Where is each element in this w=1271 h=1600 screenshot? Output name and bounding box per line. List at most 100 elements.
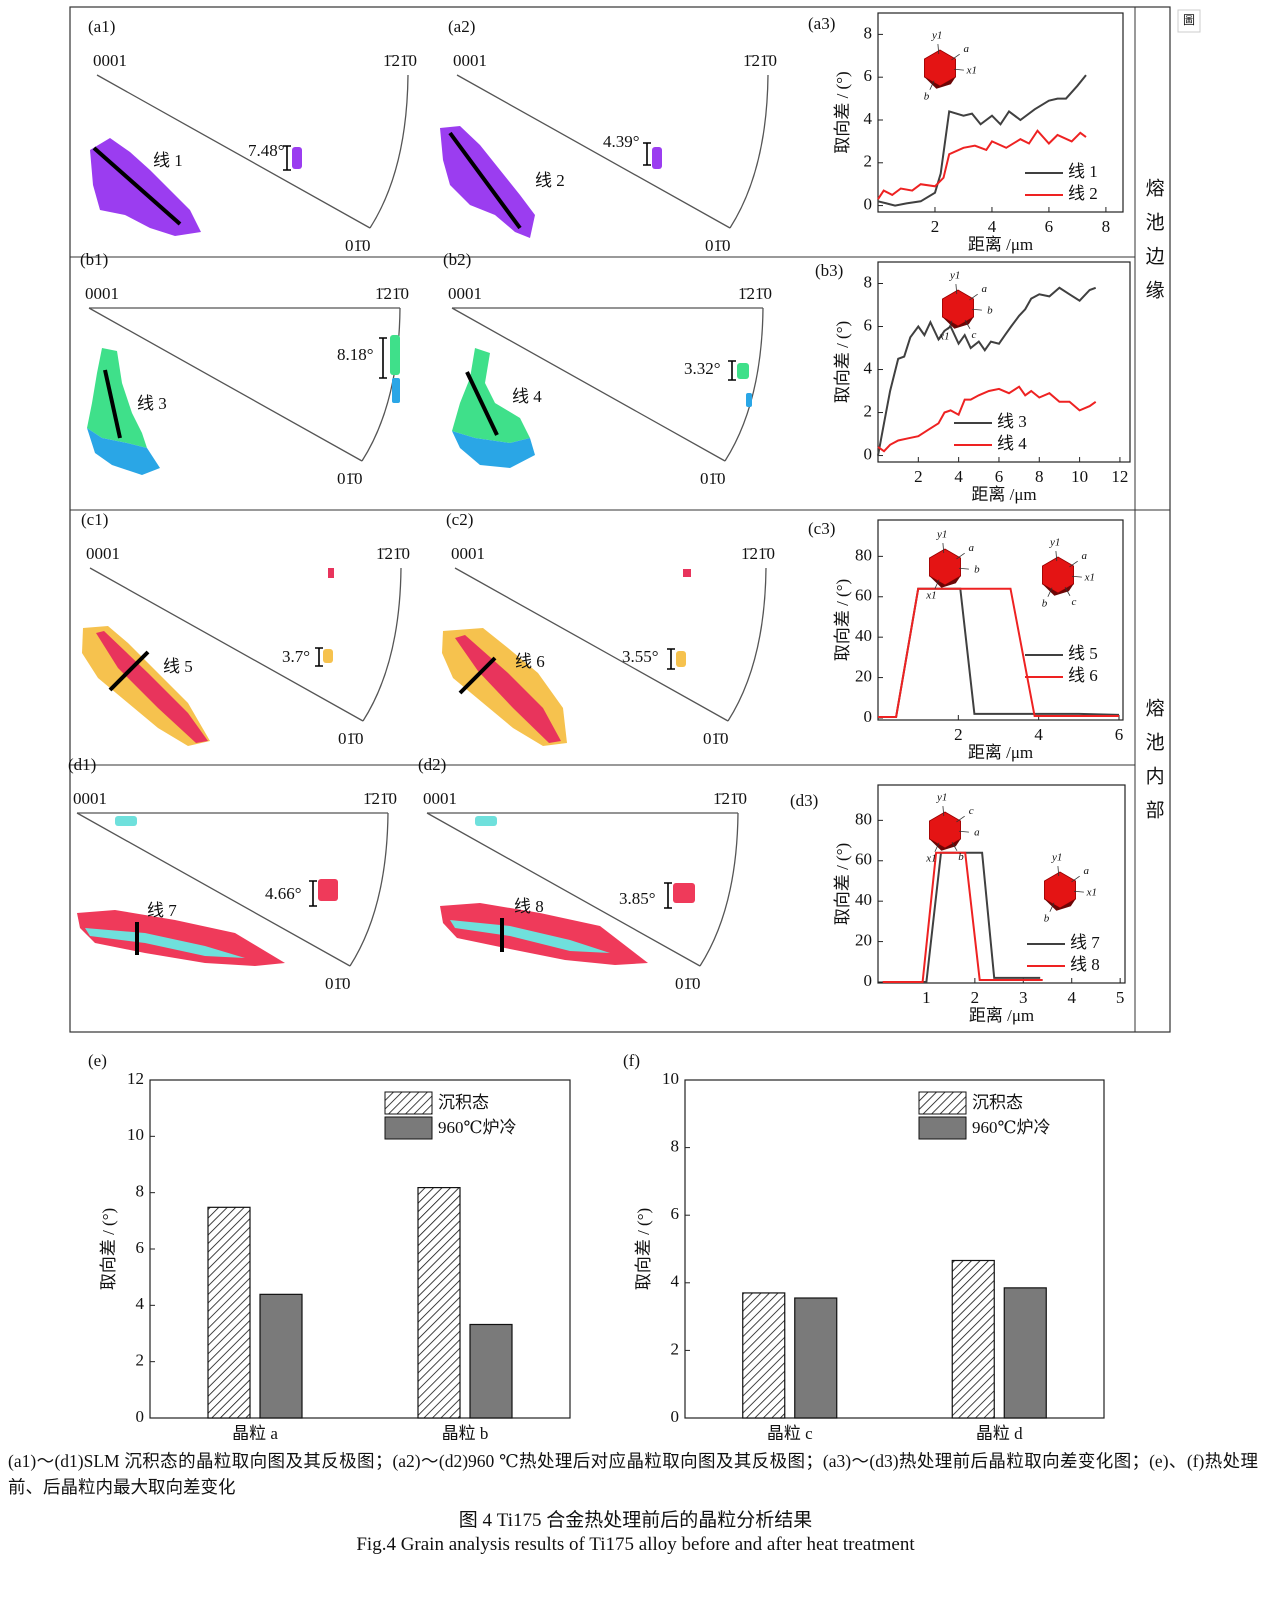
ipf-edge (456, 74, 731, 229)
bar (951, 1259, 995, 1419)
x-tick-label: 6 (1045, 217, 1054, 236)
legend-swatch (918, 1091, 967, 1115)
icon: 圖 (1183, 13, 1195, 27)
ipf-arc (349, 812, 389, 967)
crystal-side (924, 77, 956, 89)
legend-label: 线 6 (1068, 666, 1098, 685)
y-tick-label: 2 (671, 1339, 680, 1358)
x-tick-label: 4 (988, 217, 997, 236)
bar (469, 1323, 513, 1419)
crystal-axis (951, 53, 960, 61)
panel-label: (c3) (808, 519, 835, 538)
crystal-axis-label: x1 (925, 853, 936, 865)
pole-label: 01̄0 (338, 729, 364, 748)
crystal-axis-label: y1 (949, 270, 960, 282)
angle-bar (664, 882, 672, 909)
grain-small (676, 651, 686, 667)
crystal-axis (929, 80, 935, 90)
bar (259, 1293, 303, 1419)
crystal-axis-label: b (987, 304, 993, 316)
panel-label: (e) (88, 1051, 107, 1070)
ipf-panel: (a2) 0001 1̄21̄0 01̄0 线 2 4.39° (440, 17, 777, 255)
crystal-axis (937, 44, 940, 55)
grain-small (746, 393, 752, 407)
grain-small (652, 147, 662, 169)
y-tick-label: 40 (855, 890, 872, 909)
crystal-axis (953, 68, 964, 71)
pole-label: 1̄21̄0 (741, 544, 775, 563)
y-tick-label: 20 (855, 930, 872, 949)
crystal-axis (1071, 575, 1082, 578)
icon-box (1177, 9, 1201, 33)
figure-title-en: Fig.4 Grain analysis results of Ti175 al… (356, 1534, 915, 1555)
pole-label: 01̄0 (675, 974, 701, 993)
pole-label: 1̄21̄0 (738, 284, 772, 303)
legend-label: 960℃炉冷 (438, 1118, 517, 1137)
line-label: 线 4 (512, 387, 542, 406)
line-label: 线 1 (153, 151, 183, 170)
y-axis-label: 取向差 / (°) (99, 1208, 118, 1290)
x-tick-label: 4 (954, 467, 963, 486)
crystal-axis (947, 320, 953, 330)
y-tick-label: 8 (671, 1137, 680, 1156)
crystal-axis (1049, 902, 1055, 912)
ipf-panel: (b1) 0001 1̄21̄0 01̄0 线 3 8.18° (80, 250, 409, 488)
legend-label: 沉积态 (972, 1093, 1023, 1112)
ipf-panel: (a1) 0001 1̄21̄0 01̄0 线 1 7.48° (88, 17, 417, 255)
legend-label: 线 3 (997, 412, 1027, 431)
scan-line (448, 131, 522, 230)
pole-label: 1̄21̄0 (743, 51, 777, 70)
plot-frame (877, 261, 1131, 463)
legend-swatch (384, 1091, 433, 1115)
y-axis-label: 取向差 / (°) (634, 1208, 653, 1290)
x-tick-label: 4 (1034, 725, 1043, 744)
y-tick-label: 2 (864, 401, 873, 420)
grain-small (115, 816, 137, 826)
legend-swatch (384, 1116, 433, 1140)
x-tick-label: 1 (922, 988, 931, 1007)
crystal-axis (958, 830, 969, 833)
crystal-axis-label: c (1072, 596, 1077, 608)
legend-label: 线 4 (997, 434, 1027, 453)
x-tick-label: 3 (1019, 988, 1028, 1007)
y-tick-label: 12 (127, 1069, 144, 1088)
grain-small (683, 569, 691, 577)
ipf-edge (89, 567, 364, 722)
angle-label: 4.66° (265, 884, 302, 903)
ipf-arc (362, 567, 402, 722)
ipf-edge (96, 74, 371, 229)
panel-label: (c2) (446, 510, 473, 529)
crystal-axis (934, 579, 940, 589)
angle-bar (728, 360, 736, 381)
crystal-axis (951, 841, 958, 851)
ipf-edge (88, 307, 363, 462)
angle-label: 3.32° (684, 359, 721, 378)
grain-part (450, 920, 610, 953)
legend-label: 沉积态 (438, 1093, 489, 1112)
y-axis-label: 取向差 / (°) (833, 579, 852, 661)
legend-swatch (918, 1116, 967, 1140)
legend-label: 线 2 (1068, 184, 1098, 203)
panel-label: (d2) (418, 755, 446, 774)
y-tick-label: 2 (136, 1351, 145, 1370)
grain-small (392, 378, 400, 403)
x-tick-label: 晶粒 c (767, 1424, 813, 1440)
crystal-axis (1047, 587, 1053, 597)
crystal-axis-label: a (1081, 550, 1087, 562)
series-line (877, 74, 1087, 207)
scan-line (465, 371, 499, 436)
pole-label: 0001 (93, 51, 127, 70)
pole-label: 0001 (448, 284, 482, 303)
grain-part (85, 928, 245, 958)
y-tick-label: 4 (136, 1294, 145, 1313)
panel-label: (d3) (790, 791, 818, 810)
side-label: 熔池内部 (1143, 698, 1165, 834)
ipf-arc (699, 812, 739, 967)
crystal-axis (1071, 875, 1080, 883)
angle-label: 3.7° (282, 647, 310, 666)
grain-part (87, 428, 160, 475)
x-tick-label: 2 (914, 467, 923, 486)
grain-small (475, 816, 497, 826)
grain-small (318, 879, 338, 901)
line-label: 线 3 (137, 394, 167, 413)
